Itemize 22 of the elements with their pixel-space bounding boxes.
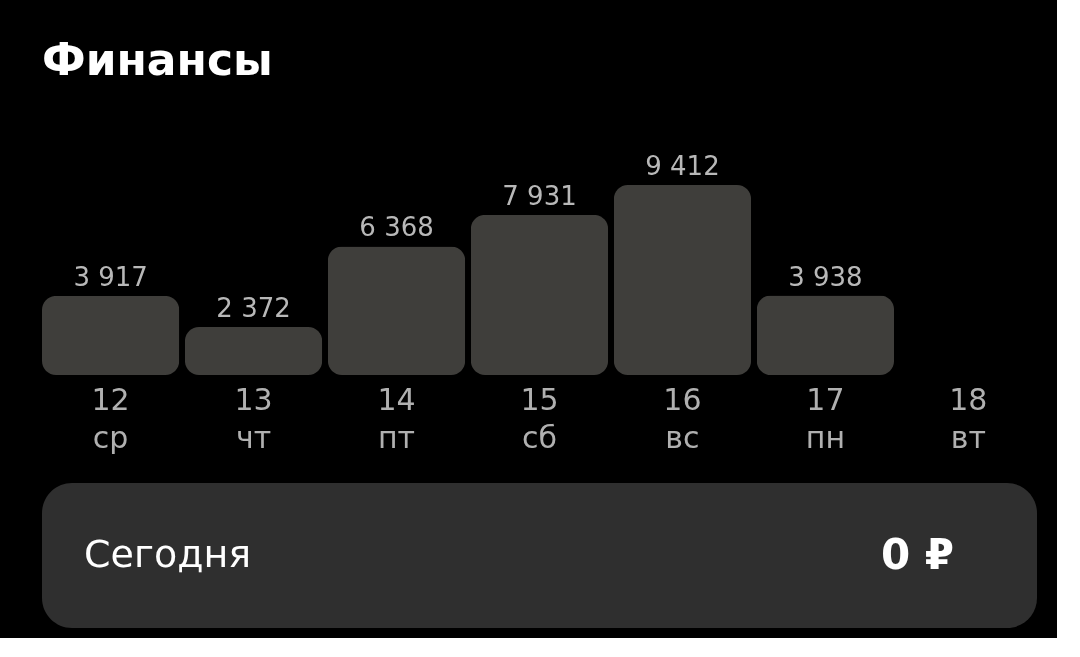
bar xyxy=(470,214,609,375)
data-label: 2 372 xyxy=(216,293,291,324)
text: Сегодня xyxy=(84,532,252,576)
x-tick-label: 15 сб xyxy=(520,381,559,455)
data-label: 3 938 xyxy=(788,261,863,292)
bar xyxy=(756,295,895,375)
x-tick-label: 18 вт xyxy=(949,381,988,455)
data-label: 9 412 xyxy=(645,151,720,181)
x-tick-label: 13 чт xyxy=(234,381,273,455)
x-tick-label: 16 вс xyxy=(663,381,702,455)
bar xyxy=(613,185,752,375)
bar xyxy=(184,327,323,375)
data-label: 7 931 xyxy=(502,180,577,211)
chart-title: Финансы xyxy=(42,34,273,85)
data-label: 6 368 xyxy=(359,212,434,243)
x-tick-label: 17 пн xyxy=(805,381,846,455)
x-tick-label: 12 ср xyxy=(91,381,130,455)
bar xyxy=(42,295,180,375)
bar xyxy=(327,246,466,375)
data-label: 3 917 xyxy=(73,261,148,292)
text: 0 ₽ xyxy=(880,530,954,579)
x-tick-label: 14 пт xyxy=(377,381,416,455)
